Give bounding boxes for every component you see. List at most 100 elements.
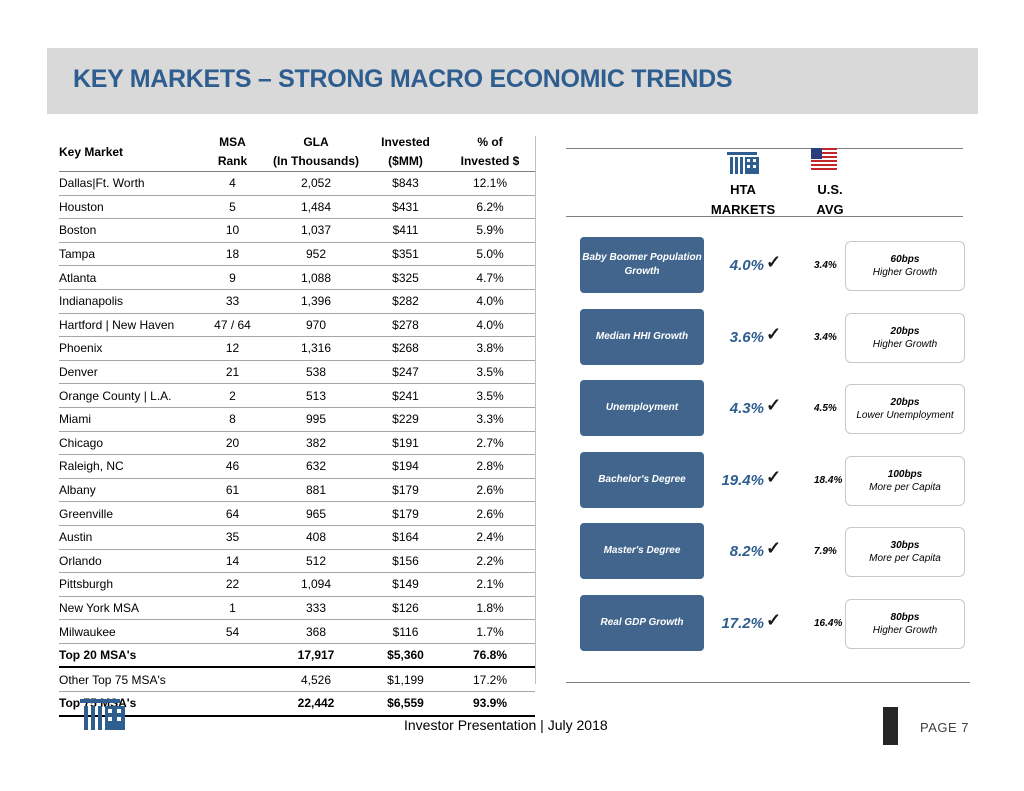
column-divider xyxy=(535,136,536,684)
metric-label-box: Real GDP Growth xyxy=(580,594,704,651)
us-avg-value: 3.4% xyxy=(814,260,837,271)
cell-market: Dallas|Ft. Worth xyxy=(59,171,199,196)
cell-gla: 1,037 xyxy=(266,218,366,243)
difference-bps: 20bps xyxy=(890,325,920,337)
table-row: Pittsburgh 22 1,094 $149 2.1% xyxy=(59,572,535,597)
cell-rank: 14 xyxy=(199,549,266,574)
cell-invested: $126 xyxy=(366,596,445,621)
cell-pct: 5.0% xyxy=(445,242,535,267)
difference-box: 80bps Higher Growth xyxy=(845,598,965,649)
table-row: Denver 21 538 $247 3.5% xyxy=(59,360,535,385)
difference-box: 60bps Higher Growth xyxy=(845,241,965,291)
difference-box: 20bps Lower Unemployment xyxy=(845,384,965,434)
cell-invested: $411 xyxy=(366,218,445,243)
table-row: Orange County | L.A. 2 513 $241 3.5% xyxy=(59,383,535,408)
cell-gla: 2,052 xyxy=(266,171,366,196)
cell-rank: 61 xyxy=(199,478,266,503)
us-avg-value: 7.9% xyxy=(814,546,837,557)
cell-rank: 47 / 64 xyxy=(199,313,266,338)
metric-label-box: Bachelor's Degree xyxy=(580,451,704,508)
cell-pct: 4.0% xyxy=(445,313,535,338)
difference-bps: 80bps xyxy=(890,611,920,623)
cell-market: Raleigh, NC xyxy=(59,454,199,479)
header-key-market: Key Market xyxy=(59,133,199,172)
cell-gla: 368 xyxy=(266,619,366,644)
cell-pct: 5.9% xyxy=(445,218,535,243)
cell-invested: $116 xyxy=(366,619,445,644)
cell-gla: 965 xyxy=(266,501,366,526)
page-title: KEY MARKETS – STRONG MACRO ECONOMIC TREN… xyxy=(73,65,733,93)
metric-label-box: Unemployment xyxy=(580,380,704,436)
cell-rank: 35 xyxy=(199,525,266,550)
cell-rank xyxy=(199,691,266,717)
cell-market: Orange County | L.A. xyxy=(59,383,199,408)
cell-pct: 93.9% xyxy=(445,691,535,717)
cell-market: Phoenix xyxy=(59,336,199,361)
cell-market: Tampa xyxy=(59,242,199,267)
cell-pct: 2.4% xyxy=(445,525,535,550)
cell-pct: 3.8% xyxy=(445,336,535,361)
cell-rank: 5 xyxy=(199,195,266,220)
cell-pct: 3.3% xyxy=(445,407,535,432)
table-row: Houston 5 1,484 $431 6.2% xyxy=(59,195,535,220)
cell-gla: 512 xyxy=(266,549,366,574)
footer-text: Investor Presentation | July 2018 xyxy=(404,717,608,733)
us-avg-value: 3.4% xyxy=(814,331,837,343)
cell-rank: 21 xyxy=(199,360,266,385)
cell-gla: 17,917 xyxy=(266,643,366,669)
cell-pct: 4.0% xyxy=(445,289,535,314)
us-avg-value: 18.4% xyxy=(814,474,843,486)
metric-label-box: Master's Degree xyxy=(580,523,704,579)
hta-value: 4.3% xyxy=(729,400,764,417)
metric-label-box: Baby Boomer Population Growth xyxy=(580,237,704,293)
cell-rank: 54 xyxy=(199,619,266,644)
building-icon xyxy=(727,152,759,174)
hta-value: 3.6% xyxy=(729,328,764,346)
cell-pct: 4.7% xyxy=(445,265,535,290)
cell-gla: 952 xyxy=(266,242,366,267)
hta-value: 19.4% xyxy=(721,471,764,489)
cell-market: Austin xyxy=(59,525,199,550)
cell-invested: $431 xyxy=(366,195,445,220)
us-flag-icon xyxy=(811,148,837,170)
cell-gla: 1,088 xyxy=(266,265,366,290)
table-row: Austin 35 408 $164 2.4% xyxy=(59,525,535,550)
table-row: Raleigh, NC 46 632 $194 2.8% xyxy=(59,454,535,479)
cell-rank: 46 xyxy=(199,454,266,479)
checkmark-icon: ✓ xyxy=(766,538,782,558)
table-row: Chicago 20 382 $191 2.7% xyxy=(59,431,535,456)
cell-rank xyxy=(199,643,266,669)
cell-invested: $1,199 xyxy=(366,667,445,693)
cell-rank: 8 xyxy=(199,407,266,432)
checkmark-icon: ✓ xyxy=(766,609,782,630)
cell-gla: 382 xyxy=(266,431,366,456)
hta-markets-header: HTA MARKETS xyxy=(710,182,776,217)
cell-market: New York MSA xyxy=(59,596,199,621)
cell-rank: 10 xyxy=(199,218,266,243)
cell-invested: $843 xyxy=(366,171,445,196)
cell-market: Miami xyxy=(59,407,199,432)
cell-pct: 2.6% xyxy=(445,501,535,526)
checkmark-icon: ✓ xyxy=(766,466,782,487)
table-row: New York MSA 1 333 $126 1.8% xyxy=(59,596,535,621)
cell-gla: 4,526 xyxy=(266,667,366,693)
page-number: PAGE 7 xyxy=(920,720,970,735)
table-row: Hartford | New Haven 47 / 64 970 $278 4.0% xyxy=(59,313,535,338)
cell-pct: 1.8% xyxy=(445,596,535,621)
difference-box: 100bps More per Capita xyxy=(845,455,965,506)
cell-market: Denver xyxy=(59,360,199,385)
key-markets-table: Key Market MSA Rank GLA (In Thousands) Inv… xyxy=(59,133,535,717)
footer-bar xyxy=(883,707,898,745)
header-pct-invested: % of Invested $ xyxy=(445,133,535,172)
cell-gla: 333 xyxy=(266,596,366,621)
cell-market: Orlando xyxy=(59,549,199,574)
cell-rank: 12 xyxy=(199,336,266,361)
cell-invested: $5,360 xyxy=(366,643,445,669)
cell-invested: $179 xyxy=(366,501,445,526)
table-row: Miami 8 995 $229 3.3% xyxy=(59,407,535,432)
table-row: Dallas|Ft. Worth 4 2,052 $843 12.1% xyxy=(59,171,535,196)
checkmark-icon: ✓ xyxy=(766,252,782,272)
cell-pct: 76.8% xyxy=(445,643,535,669)
table-row: Albany 61 881 $179 2.6% xyxy=(59,478,535,503)
comparison-bottom-rule xyxy=(566,682,970,683)
